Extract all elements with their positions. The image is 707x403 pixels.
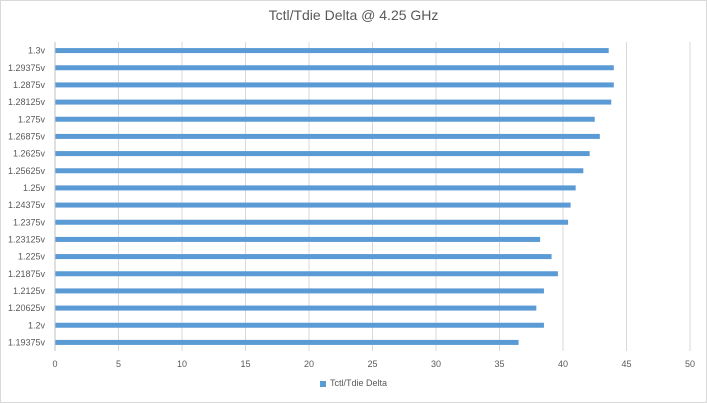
- y-category-label: 1.26875v: [8, 131, 46, 141]
- bar: [55, 236, 541, 242]
- bar: [55, 151, 590, 157]
- y-category-label: 1.25v: [23, 183, 46, 193]
- x-tick-label: 0: [52, 359, 57, 369]
- x-tick-label: 10: [177, 359, 187, 369]
- bar: [55, 254, 552, 260]
- y-category-label: 1.225v: [18, 252, 46, 262]
- x-tick-label: 45: [621, 359, 631, 369]
- x-tick-label: 35: [494, 359, 504, 369]
- bar: [55, 99, 612, 105]
- y-category-label: 1.24375v: [8, 200, 46, 210]
- bar: [55, 305, 537, 311]
- y-category-label: 1.275v: [18, 114, 46, 124]
- bar: [55, 48, 609, 54]
- bar: [55, 65, 614, 71]
- x-tick-label: 20: [304, 359, 314, 369]
- legend-swatch: [319, 380, 326, 387]
- y-category-label: 1.21875v: [8, 269, 46, 279]
- y-category-label: 1.2375v: [13, 217, 46, 227]
- bar: [55, 133, 600, 139]
- x-tick-label: 50: [685, 359, 695, 369]
- y-category-label: 1.25625v: [8, 166, 46, 176]
- bar: [55, 288, 544, 294]
- y-category-label: 1.19375v: [8, 337, 46, 347]
- legend-label: Tctl/Tdie Delta: [329, 378, 388, 388]
- x-tick-label: 40: [558, 359, 568, 369]
- y-category-label: 1.2125v: [13, 286, 46, 296]
- bar: [55, 202, 571, 208]
- y-category-label: 1.23125v: [8, 234, 46, 244]
- y-category-label: 1.2v: [28, 320, 46, 330]
- y-category-label: 1.2875v: [13, 80, 46, 90]
- y-category-label: 1.28125v: [8, 97, 46, 107]
- bar: [55, 219, 569, 225]
- y-category-label: 1.29375v: [8, 63, 46, 73]
- chart-title: Tctl/Tdie Delta @ 4.25 GHz: [268, 7, 439, 23]
- x-tick-label: 5: [116, 359, 121, 369]
- x-tick-label: 25: [367, 359, 377, 369]
- chart-legend: Tctl/Tdie Delta: [1, 378, 706, 388]
- y-category-label: 1.20625v: [8, 303, 46, 313]
- bar: [55, 168, 584, 174]
- x-tick-label: 30: [431, 359, 441, 369]
- bar: [55, 116, 595, 122]
- bar: [55, 339, 519, 345]
- x-tick-label: 15: [240, 359, 250, 369]
- y-category-label: 1.3v: [28, 46, 46, 56]
- bar: [55, 185, 576, 191]
- bar: [55, 322, 544, 328]
- bar: [55, 271, 558, 277]
- y-category-label: 1.2625v: [13, 149, 46, 159]
- bar: [55, 82, 614, 88]
